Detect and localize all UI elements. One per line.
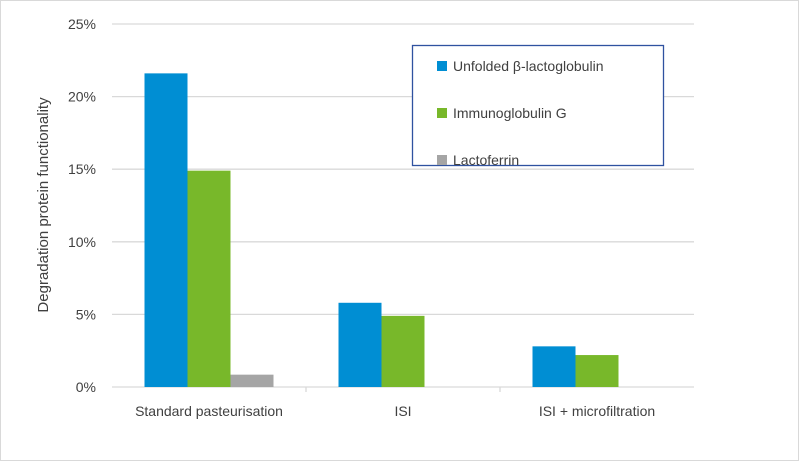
bar-unfolded-lactoglobulin (338, 302, 382, 387)
y-tick-label: 25% (68, 16, 96, 32)
y-tick-label: 5% (76, 306, 96, 322)
bar-unfolded-lactoglobulin (144, 73, 188, 388)
bar-immunoglobulin-g (575, 355, 619, 387)
legend-swatch (437, 61, 447, 71)
y-tick-label: 15% (68, 161, 96, 177)
x-tick-label: ISI (394, 403, 411, 419)
legend-swatch (437, 155, 447, 165)
legend-swatch (437, 108, 447, 118)
legend-label: Lactoferrin (453, 152, 519, 168)
legend-box (411, 44, 665, 167)
y-tick-label: 10% (68, 234, 96, 250)
y-axis-label: Degradation protein functionality (35, 97, 52, 313)
y-tick-label: 20% (68, 89, 96, 105)
legend-label: Immunoglobulin G (453, 105, 567, 121)
y-tick-label: 0% (76, 379, 96, 395)
bar-immunoglobulin-g (381, 315, 425, 387)
bar-lactoferrin (230, 374, 274, 387)
bar-unfolded-lactoglobulin (532, 346, 576, 387)
x-tick-label: ISI + microfiltration (539, 403, 655, 419)
legend-label: Unfolded β-lactoglobulin (453, 58, 603, 74)
bar-immunoglobulin-g (187, 170, 231, 387)
x-tick-label: Standard pasteurisation (135, 403, 283, 419)
